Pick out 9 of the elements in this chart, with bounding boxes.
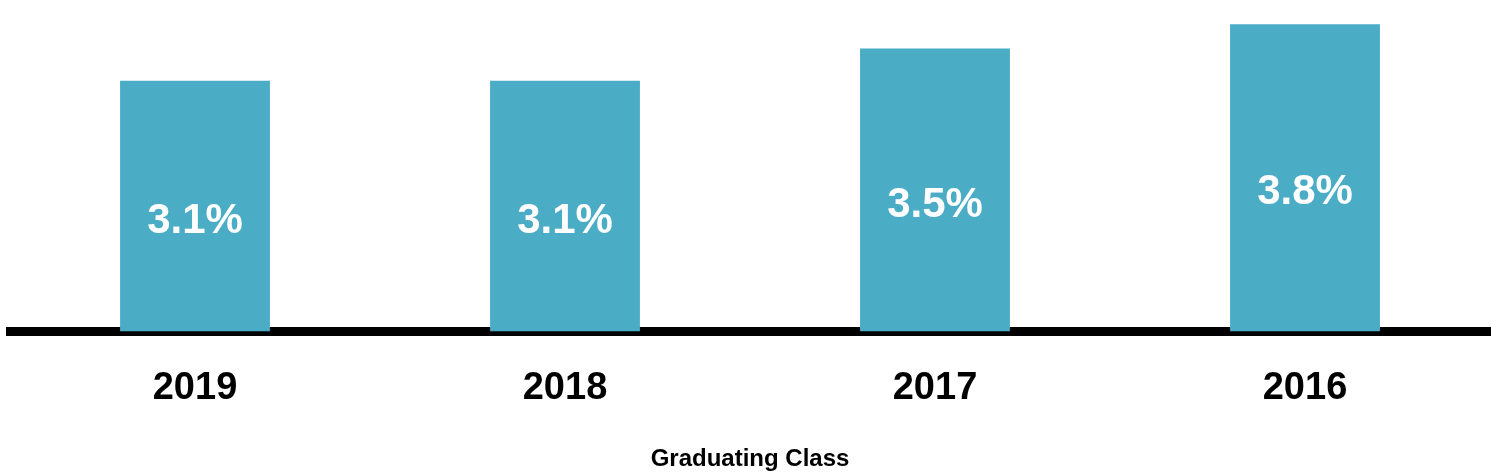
data-label: 3.8% xyxy=(1257,166,1353,214)
data-label: 3.1% xyxy=(517,194,613,242)
data-label: 3.5% xyxy=(887,178,983,226)
x-tick-label: 2016 xyxy=(1262,364,1348,407)
x-axis-title: Graduating Class xyxy=(650,444,850,472)
x-tick-label: 2019 xyxy=(152,364,238,407)
x-tick-label: 2017 xyxy=(892,364,978,407)
data-label: 3.1% xyxy=(147,194,243,242)
x-tick-label: 2018 xyxy=(522,364,608,407)
